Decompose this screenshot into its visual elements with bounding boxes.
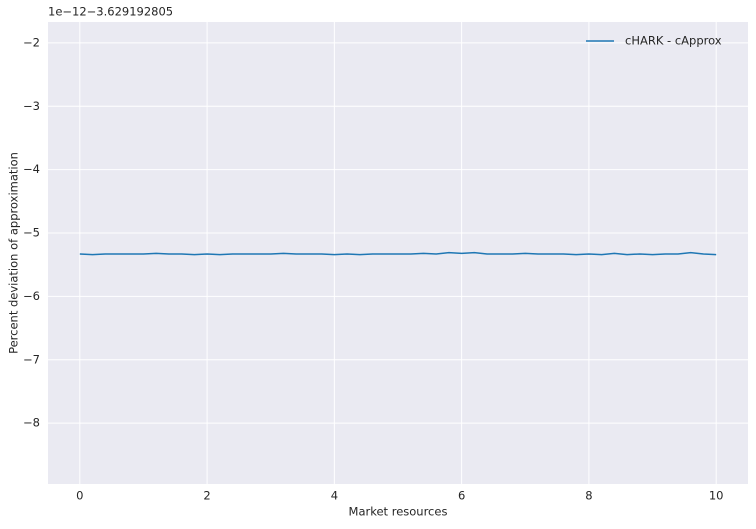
y-tick-label: −2 [23,35,40,49]
legend-label: cHARK - cApprox [625,34,722,48]
x-axis-label: Market resources [349,505,448,519]
x-tick-label: 0 [76,489,83,503]
y-tick-label: −7 [23,352,40,366]
y-tick-label: −6 [23,289,40,303]
x-tick-label: 6 [458,489,465,503]
y-axis-label: Percent deviation of approximation [7,152,21,354]
y-tick-label: −3 [23,99,40,113]
y-tick-label: −4 [23,162,40,176]
data-line [79,251,717,256]
x-tick-label: 4 [331,489,338,503]
y-tick-label: −5 [23,226,40,240]
x-tick-label: 8 [585,489,592,503]
x-tick-label: 10 [709,489,724,503]
x-tick-label: 2 [203,489,210,503]
y-tick-label: −8 [23,416,40,430]
offset-label: 1e−12−3.629192805 [48,5,173,19]
